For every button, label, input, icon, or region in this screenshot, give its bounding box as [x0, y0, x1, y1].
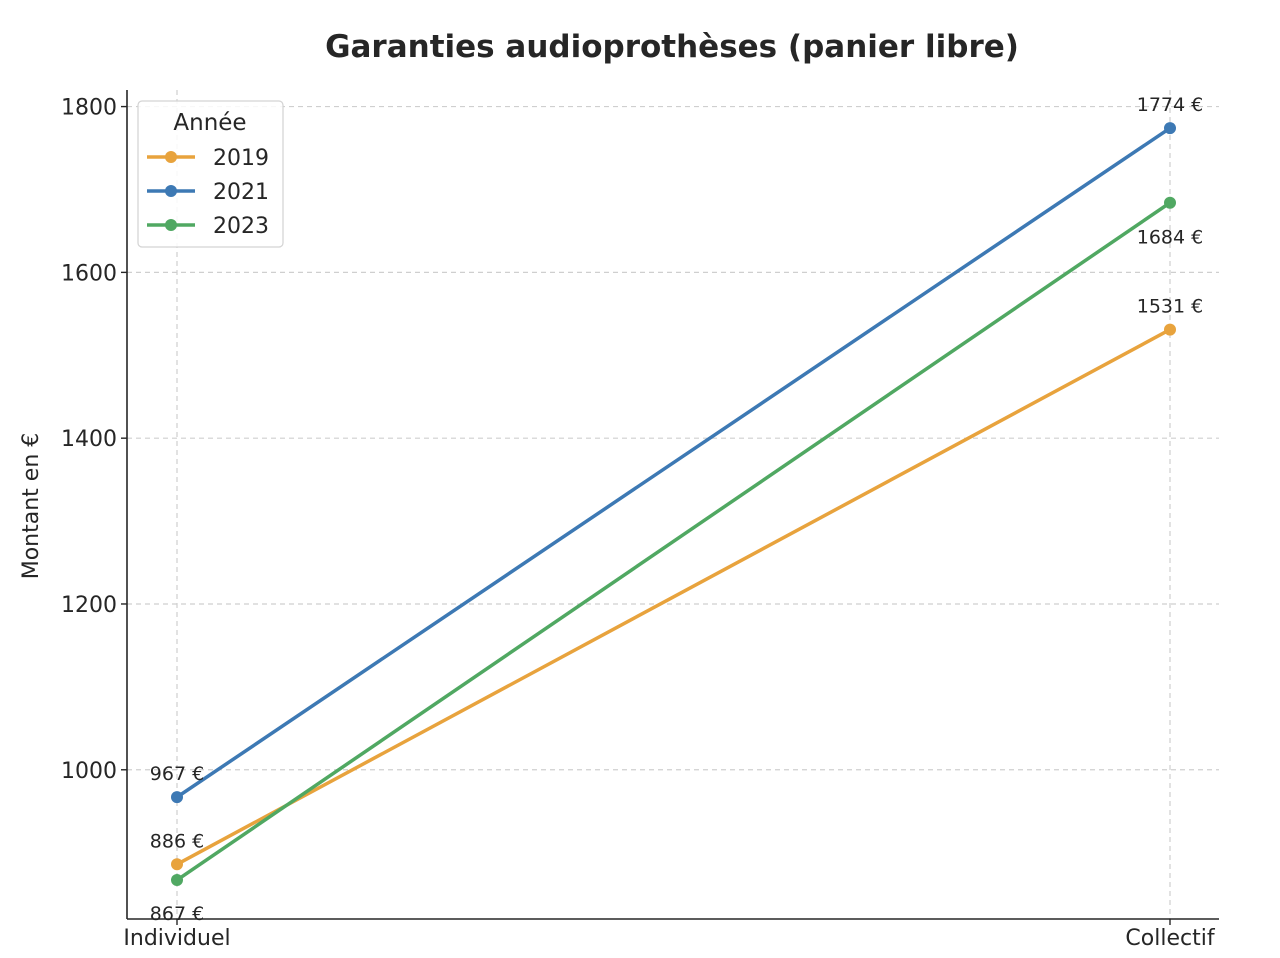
- legend-marker-2023: [165, 219, 177, 231]
- legend-label-2021: 2021: [213, 180, 269, 205]
- legend-label-2019: 2019: [213, 146, 269, 171]
- y-tick-label: 1400: [61, 427, 117, 452]
- y-tick-label: 1000: [61, 759, 117, 784]
- data-label-2021: 1774 €: [1137, 94, 1203, 116]
- y-tick-label: 1600: [61, 261, 117, 286]
- legend-marker-2021: [165, 185, 177, 197]
- grid: [127, 90, 1219, 919]
- data-point-2023: [1164, 196, 1176, 209]
- axes: 1000 1200 1400 1600 1800 Individuel Collectif: [61, 90, 1219, 951]
- legend-label-2023: 2023: [213, 214, 269, 239]
- data-label-2023: 1684 €: [1137, 227, 1203, 249]
- data-point-2021: [1164, 122, 1176, 135]
- legend-box: [137, 100, 284, 248]
- series-layer: [171, 122, 1176, 887]
- y-tick-label: 1800: [61, 96, 117, 121]
- data-label-2019: 886 €: [150, 830, 204, 852]
- data-label-2023: 867 €: [150, 903, 204, 925]
- chart-title: Garanties audioprothèses (panier libre): [325, 29, 1019, 65]
- y-axis-label: Montant en €: [19, 433, 44, 580]
- x-tick-label: Individuel: [123, 926, 230, 951]
- legend-title: Année: [173, 110, 246, 136]
- y-tick-label: 1200: [61, 593, 117, 618]
- series-line-2023: [175, 200, 1172, 882]
- series-line-2021: [175, 126, 1172, 799]
- data-point-2023: [171, 874, 183, 887]
- data-point-2021: [171, 791, 183, 804]
- x-tick-label: Collectif: [1125, 926, 1215, 951]
- series-line-2019: [175, 327, 1172, 867]
- data-label-2019: 1531 €: [1137, 296, 1203, 318]
- data-point-2019: [1164, 323, 1176, 336]
- data-labels: 886 € 1531 € 967 € 1774 € 867 € 1684 €: [150, 94, 1203, 925]
- legend-marker-2019: [165, 151, 177, 163]
- data-label-2021: 967 €: [150, 763, 204, 785]
- legend: Année 2019 2021 2023: [137, 100, 284, 248]
- data-point-2019: [171, 858, 183, 871]
